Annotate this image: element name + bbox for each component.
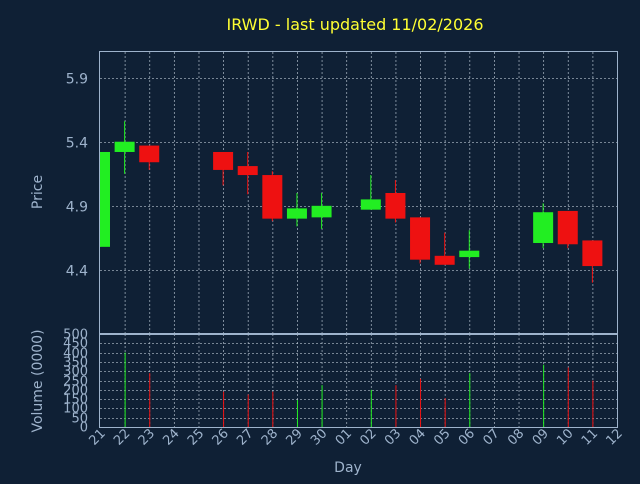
x-tick-label: 24: [160, 426, 182, 448]
axis-layer: 4.44.95.45.90501001502002503003504004505…: [63, 72, 626, 449]
x-tick-label: 06: [456, 426, 478, 448]
candle-body: [139, 145, 160, 163]
candle-body: [311, 205, 332, 218]
x-tick-label: 28: [259, 426, 281, 448]
candle-body: [213, 151, 234, 170]
x-tick-label: 21: [87, 426, 109, 448]
x-tick-label: 29: [283, 426, 305, 448]
candle-body: [582, 240, 603, 267]
x-tick-label: 30: [308, 426, 330, 448]
candle-body: [385, 193, 406, 219]
candle-layer: [99, 121, 603, 283]
candle-body: [100, 151, 110, 247]
volume-panel-frame: [99, 334, 618, 428]
volume-tick-label: 200: [63, 384, 88, 399]
volume-tick-label: 0: [80, 421, 88, 436]
candle-body: [262, 175, 283, 219]
volume-tick-label: 500: [63, 328, 88, 343]
candle-body: [459, 250, 480, 258]
volume-tick-label: 300: [63, 365, 88, 380]
volume-tick-label: 100: [63, 402, 88, 417]
price-tick-label: 5.4: [66, 136, 88, 152]
candle-body: [410, 217, 431, 260]
candle-body: [286, 208, 307, 219]
x-tick-label: 10: [554, 426, 576, 448]
price-tick-label: 4.9: [66, 200, 88, 216]
x-tick-label: 08: [505, 426, 527, 448]
price-panel-frame: [99, 51, 618, 334]
volume-tick-label: 50: [71, 412, 88, 427]
x-tick-label: 25: [185, 426, 207, 448]
chart-title: IRWD - last updated 11/02/2026: [226, 15, 483, 34]
candle-body: [557, 210, 578, 245]
x-tick-label: 02: [357, 426, 379, 448]
x-tick-label: 03: [382, 426, 404, 448]
x-tick-label: 22: [111, 426, 133, 448]
x-tick-label: 26: [210, 426, 232, 448]
x-tick-label: 05: [431, 426, 453, 448]
x-tick-label: 01: [333, 426, 355, 448]
candle-body: [237, 166, 258, 176]
volume-tick-label: 250: [63, 375, 88, 390]
x-tick-label: 23: [136, 426, 158, 448]
price-tick-label: 4.4: [66, 264, 88, 280]
x-tick-label: 07: [480, 426, 502, 448]
volume-tick-label: 150: [63, 393, 88, 408]
x-axis-label: Day: [334, 460, 362, 476]
candle-body: [114, 141, 135, 152]
price-axis-label: Price: [30, 175, 46, 209]
candle-body: [533, 212, 554, 243]
x-tick-label: 04: [407, 426, 429, 448]
volume-tick-label: 450: [63, 337, 88, 352]
x-tick-label: 09: [530, 426, 552, 448]
candle-body: [360, 199, 381, 210]
candle-body: [434, 255, 455, 265]
x-tick-label: 11: [579, 426, 601, 448]
volume-tick-label: 400: [63, 347, 88, 362]
volume-layer: [124, 352, 594, 427]
price-tick-label: 5.9: [66, 72, 88, 88]
volume-axis-label: Volume (0000): [30, 329, 46, 432]
volume-tick-label: 350: [63, 356, 88, 371]
x-tick-label: 27: [234, 426, 256, 448]
x-tick-label: 12: [604, 426, 626, 448]
